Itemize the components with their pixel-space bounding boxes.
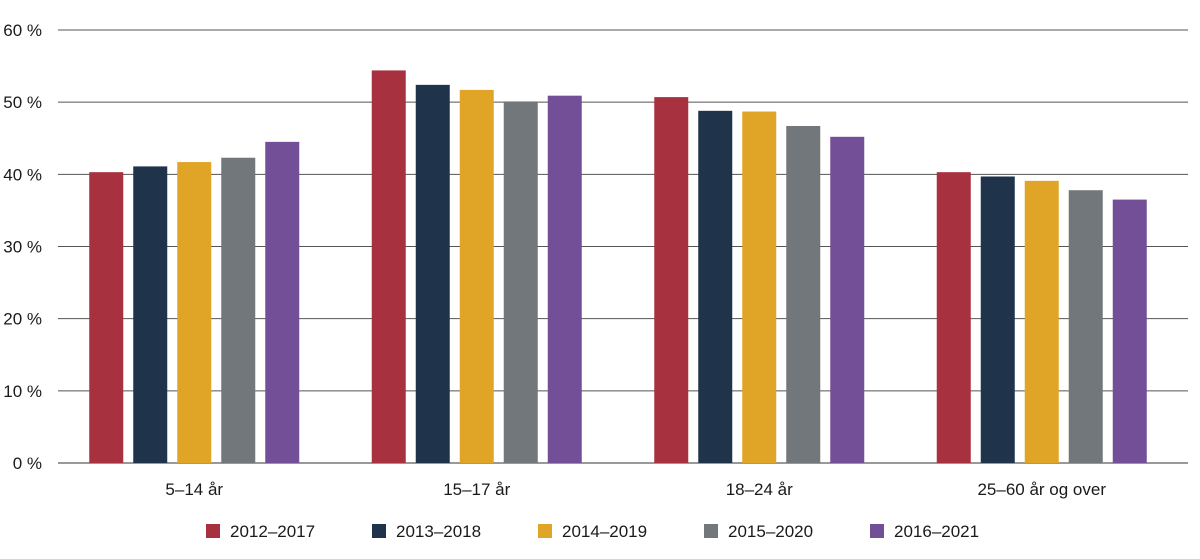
legend: 2012–2017 2013–2018 2014–2019 2015–2020 2016… — [206, 522, 979, 541]
bar-4-5 — [1112, 199, 1147, 463]
bar-1-4 — [221, 157, 256, 464]
bar-3-2 — [698, 110, 733, 464]
legend-label-3: 2014–2019 — [562, 522, 647, 541]
bar-3-3 — [742, 111, 777, 463]
legend-swatch-1 — [206, 524, 220, 538]
y-tick-label: 10 % — [3, 382, 42, 401]
bar-3-1 — [654, 97, 689, 464]
bar-4-3 — [1024, 180, 1059, 463]
y-tick-label: 50 % — [3, 93, 42, 112]
legend-swatch-3 — [538, 524, 552, 538]
bar-1-2 — [133, 166, 168, 463]
bar-2-2 — [415, 84, 450, 463]
x-category-label: 5–14 år — [165, 480, 223, 499]
bar-1-5 — [265, 141, 300, 463]
bar-4-2 — [980, 176, 1015, 463]
legend-swatch-2 — [372, 524, 386, 538]
y-tick-label: 30 % — [3, 238, 42, 257]
y-tick-label: 0 % — [13, 454, 42, 473]
y-tick-label: 40 % — [3, 165, 42, 184]
bar-3-5 — [830, 136, 865, 463]
y-tick-label: 20 % — [3, 310, 42, 329]
legend-label-4: 2015–2020 — [728, 522, 813, 541]
bar-2-3 — [459, 89, 494, 464]
bar-1-1 — [89, 172, 124, 463]
y-axis-ticks: 0 % 10 % 20 % 30 % 40 % 50 % 60 % — [3, 21, 42, 473]
bar-2-5 — [547, 95, 582, 464]
legend-swatch-5 — [870, 524, 884, 538]
bar-2-1 — [371, 70, 406, 463]
legend-label-5: 2016–2021 — [894, 522, 979, 541]
bar-2-4 — [503, 101, 538, 463]
x-category-label: 25–60 år og over — [977, 480, 1106, 499]
x-category-label: 18–24 år — [726, 480, 793, 499]
legend-label-2: 2013–2018 — [396, 522, 481, 541]
x-category-label: 15–17 år — [443, 480, 510, 499]
x-axis-categories: 5–14 år 15–17 år 18–24 år 25–60 år og over — [165, 480, 1106, 499]
legend-label-1: 2012–2017 — [230, 522, 315, 541]
bars — [89, 70, 1147, 464]
bar-4-1 — [936, 172, 971, 463]
bar-3-4 — [786, 125, 821, 464]
legend-swatch-4 — [704, 524, 718, 538]
bar-1-3 — [177, 162, 212, 463]
y-tick-label: 60 % — [3, 21, 42, 40]
bar-4-4 — [1068, 190, 1103, 463]
